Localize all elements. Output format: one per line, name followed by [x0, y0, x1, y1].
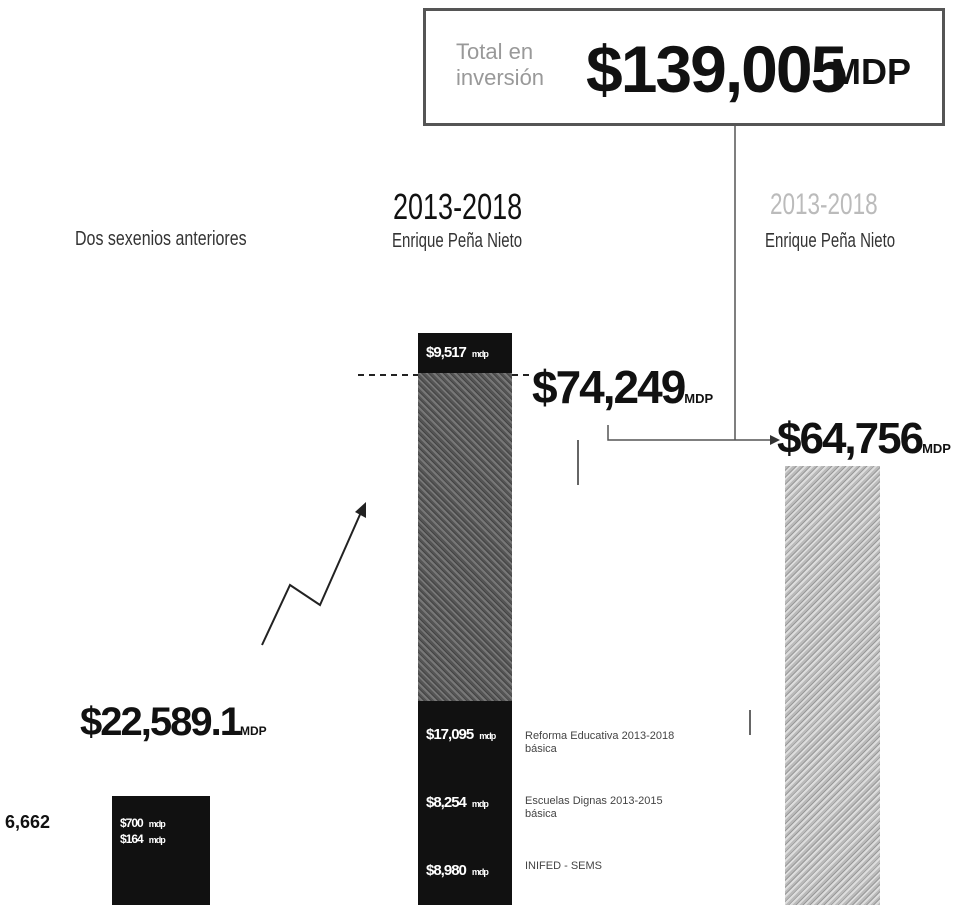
segment-label: Escuelas Dignas 2013-2015 básica	[525, 795, 663, 820]
segment: $700 mdp	[112, 816, 206, 830]
side-value: 6,662	[5, 812, 51, 832]
column-amount: $74,249MDP	[532, 360, 713, 414]
segment: $9,517 mdp	[418, 333, 512, 373]
unit: MDP	[922, 441, 951, 456]
column-amount: $22,589.1MDP	[80, 700, 267, 745]
connector	[607, 425, 770, 441]
small-bar: $700 mdp $164 mdp	[112, 796, 210, 905]
amount: $17,095	[426, 726, 474, 743]
segment-label: INIFED - SEMS	[525, 860, 603, 872]
amount: $74,249	[532, 361, 686, 413]
arrow-head	[355, 502, 366, 518]
total-unit: MDP	[831, 51, 911, 92]
stacked-bar: $9,517 mdp $17,095 mdp $8,254 mdp $8,980 mdp	[418, 333, 512, 905]
unit: MDP	[684, 391, 714, 406]
segment-fill	[418, 373, 512, 701]
segment-label: Reforma Educativa 2013-2018 básica	[525, 730, 675, 755]
column-title: Enrique Peña Nieto	[765, 230, 896, 252]
segment: $8,254 mdp	[418, 769, 512, 837]
total-amount: $139,005	[586, 32, 847, 106]
unit: mdp	[471, 867, 489, 877]
trend-arrow	[261, 509, 363, 646]
arrow-head	[770, 435, 780, 445]
amount: $700	[120, 816, 144, 830]
segment: $164 mdp	[112, 832, 206, 846]
unit: mdp	[148, 835, 166, 845]
amount: $9,517	[426, 344, 467, 361]
column-title: Dos sexenios anteriores	[75, 228, 247, 250]
unit: mdp	[148, 819, 166, 829]
column-amount: $64,756MDP	[777, 414, 951, 464]
unit: mdp	[479, 731, 496, 741]
unit: MDP	[239, 724, 267, 738]
total-label: Total en inversión	[456, 39, 545, 90]
column-period: 2013-2018	[393, 186, 523, 227]
total-box: Total en inversión $139,005 MDP	[423, 8, 945, 126]
amount: $8,980	[426, 862, 467, 879]
segment: $17,095 mdp	[418, 701, 512, 769]
column-title: Enrique Peña Nieto	[392, 230, 523, 252]
amount: $22,589.1	[80, 700, 242, 744]
segment: $8,980 mdp	[418, 837, 512, 905]
unit: mdp	[471, 799, 489, 809]
amount: $64,756	[777, 414, 924, 463]
column-period: 2013-2018	[770, 188, 878, 221]
column-bar	[785, 466, 880, 905]
unit: mdp	[471, 349, 489, 359]
amount: $8,254	[426, 794, 467, 811]
amount: $164	[120, 832, 144, 846]
